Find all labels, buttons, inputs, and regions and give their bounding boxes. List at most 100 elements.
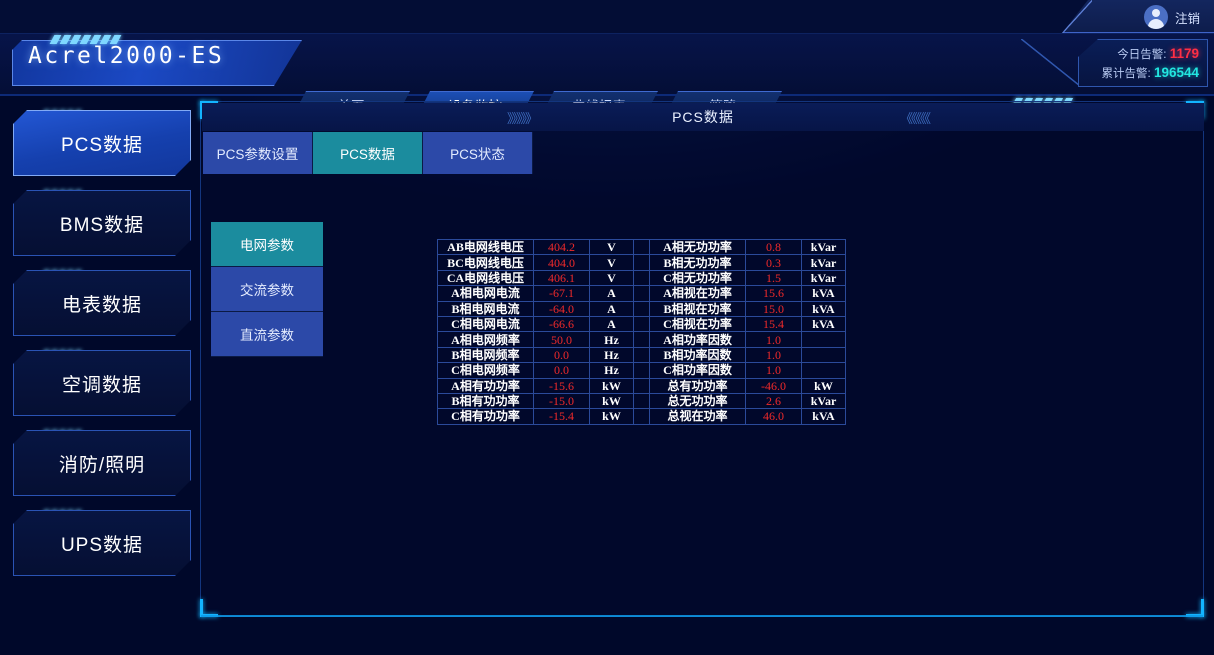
- row-label-right: A相视在功率: [649, 285, 746, 302]
- row-unit-left: V: [589, 238, 634, 256]
- row-unit-left: V: [589, 269, 634, 287]
- row-label-right: C相视在功率: [649, 315, 746, 333]
- row-label-left: CA电网线电压: [437, 269, 534, 287]
- row-label-right: C相功率因数: [649, 362, 746, 379]
- sidebar-item-meter[interactable]: 电表数据: [13, 270, 191, 336]
- row-unit-right: [801, 362, 846, 379]
- row-label-right: C相无功功率: [649, 269, 746, 287]
- panel-title: PCS数据: [672, 109, 734, 125]
- row-label-left: B相有功功率: [437, 392, 534, 410]
- param-button-ac[interactable]: 交流参数: [211, 267, 323, 312]
- sidebar-entry-hvac: 空调数据: [13, 350, 191, 416]
- sidebar-item-pcs[interactable]: PCS数据: [13, 110, 191, 176]
- row-label-left: C相有功功率: [437, 408, 534, 425]
- table-row: A相有功功率 -15.6 kW 总有功功率 -46.0 kW: [437, 377, 846, 394]
- sidebar: PCS数据 BMS数据 电表数据 空调数据 消防/照明 UPS数据: [13, 104, 191, 590]
- pcs-data-table: AB电网线电压 404.2 V A相无功功率 0.8 kVar BC电网线电压 404.0 V B…: [437, 238, 846, 425]
- row-value-right: 15.6: [745, 285, 802, 302]
- logout-button[interactable]: 注销: [1174, 11, 1200, 26]
- table-row: A相电网电流 -67.1 A A相视在功率 15.6 kVA: [437, 285, 846, 302]
- row-spacer: [633, 362, 650, 379]
- alarm-today-row: 今日告警: 1179: [1079, 45, 1199, 64]
- sidebar-item-fire-light[interactable]: 消防/照明: [13, 430, 191, 496]
- row-value-left: -64.0: [533, 300, 590, 317]
- table-row: C相有功功率 -15.4 kW 总视在功率 46.0 kVA: [437, 408, 846, 425]
- row-value-right: 0.3: [745, 254, 802, 271]
- row-spacer: [633, 346, 650, 364]
- row-spacer: [633, 315, 650, 333]
- row-value-right: 1.0: [745, 362, 802, 379]
- sidebar-entry-meter: 电表数据: [13, 270, 191, 336]
- table-row: BC电网线电压 404.0 V B相无功功率 0.3 kVar: [437, 254, 846, 271]
- pcs-data-table-body: AB电网线电压 404.2 V A相无功功率 0.8 kVar BC电网线电压 404.0 V B…: [437, 238, 846, 425]
- row-label-left: B相电网频率: [437, 346, 534, 364]
- row-value-left: 0.0: [533, 346, 590, 364]
- row-label-left: C相电网电流: [437, 315, 534, 333]
- row-spacer: [633, 285, 650, 302]
- row-unit-right: kVar: [801, 238, 846, 256]
- row-unit-left: Hz: [589, 331, 634, 348]
- brand-title: Acrel2000-ES: [28, 43, 225, 69]
- row-unit-left: Hz: [589, 346, 634, 364]
- row-label-left: AB电网线电压: [437, 238, 534, 256]
- alarm-today-value: 1179: [1169, 46, 1199, 61]
- row-label-left: A相电网频率: [437, 331, 534, 348]
- param-button-dc[interactable]: 直流参数: [211, 312, 323, 357]
- chevron-left-decoration-icon: 《《《《《: [899, 110, 931, 126]
- row-value-left: -15.4: [533, 408, 590, 425]
- panel-bottom-accent: [201, 615, 1203, 617]
- table-row: A相电网频率 50.0 Hz A相功率因数 1.0: [437, 331, 846, 348]
- row-value-left: 0.0: [533, 362, 590, 379]
- row-label-left: BC电网线电压: [437, 254, 534, 271]
- row-label-right: A相无功功率: [649, 238, 746, 256]
- row-unit-left: kW: [589, 392, 634, 410]
- sub-tabs: PCS参数设置 PCS数据 PCS状态: [203, 132, 533, 174]
- sidebar-item-hvac[interactable]: 空调数据: [13, 350, 191, 416]
- param-button-group: 电网参数 交流参数 直流参数: [211, 222, 323, 357]
- alarm-total-value: 196544: [1153, 65, 1199, 80]
- param-button-grid[interactable]: 电网参数: [211, 222, 323, 267]
- table-row: B相电网频率 0.0 Hz B相功率因数 1.0: [437, 346, 846, 364]
- row-value-right: 1.0: [745, 346, 802, 364]
- sidebar-entry-bms: BMS数据: [13, 190, 191, 256]
- sidebar-entry-pcs: PCS数据: [13, 110, 191, 176]
- table-row: C相电网频率 0.0 Hz C相功率因数 1.0: [437, 362, 846, 379]
- brand-plate: [12, 40, 302, 86]
- user-area[interactable]: 注销: [1143, 4, 1200, 30]
- row-value-right: 1.0: [745, 331, 802, 348]
- tab-pcs-data[interactable]: PCS数据: [313, 132, 423, 174]
- content-panel: 》》》》》 PCS数据 《《《《《 PCS参数设置 PCS数据 PCS状态 电网…: [200, 101, 1204, 617]
- row-value-left: 404.2: [533, 238, 590, 256]
- tab-pcs-status[interactable]: PCS状态: [423, 132, 533, 174]
- row-unit-left: kW: [589, 408, 634, 425]
- sidebar-item-ups[interactable]: UPS数据: [13, 510, 191, 576]
- sidebar-entry-fire-light: 消防/照明: [13, 430, 191, 496]
- header-slant-divider: [1021, 39, 1081, 87]
- row-spacer: [633, 300, 650, 317]
- row-value-right: 15.0: [745, 300, 802, 317]
- sidebar-item-bms[interactable]: BMS数据: [13, 190, 191, 256]
- row-spacer: [633, 254, 650, 271]
- top-bar: 注销: [0, 0, 1214, 34]
- table-row: CA电网线电压 406.1 V C相无功功率 1.5 kVar: [437, 269, 846, 287]
- row-unit-left: A: [589, 300, 634, 317]
- row-unit-left: V: [589, 254, 634, 271]
- row-value-right: 0.8: [745, 238, 802, 256]
- row-unit-right: [801, 346, 846, 364]
- tab-pcs-param-settings[interactable]: PCS参数设置: [203, 132, 313, 174]
- row-label-right: 总有功功率: [649, 377, 746, 394]
- row-unit-left: A: [589, 315, 634, 333]
- row-unit-right: kVA: [801, 315, 846, 333]
- alarm-total-row: 累计告警: 196544: [1079, 64, 1199, 83]
- row-value-left: 406.1: [533, 269, 590, 287]
- row-value-right: 46.0: [745, 408, 802, 425]
- row-label-right: 总视在功率: [649, 408, 746, 425]
- row-value-right: 2.6: [745, 392, 802, 410]
- table-row: B相有功功率 -15.0 kW 总无功功率 2.6 kVar: [437, 392, 846, 410]
- row-value-right: -46.0: [745, 377, 802, 394]
- row-label-right: 总无功功率: [649, 392, 746, 410]
- row-spacer: [633, 331, 650, 348]
- row-label-left: A相有功功率: [437, 377, 534, 394]
- user-avatar-icon: [1143, 5, 1168, 29]
